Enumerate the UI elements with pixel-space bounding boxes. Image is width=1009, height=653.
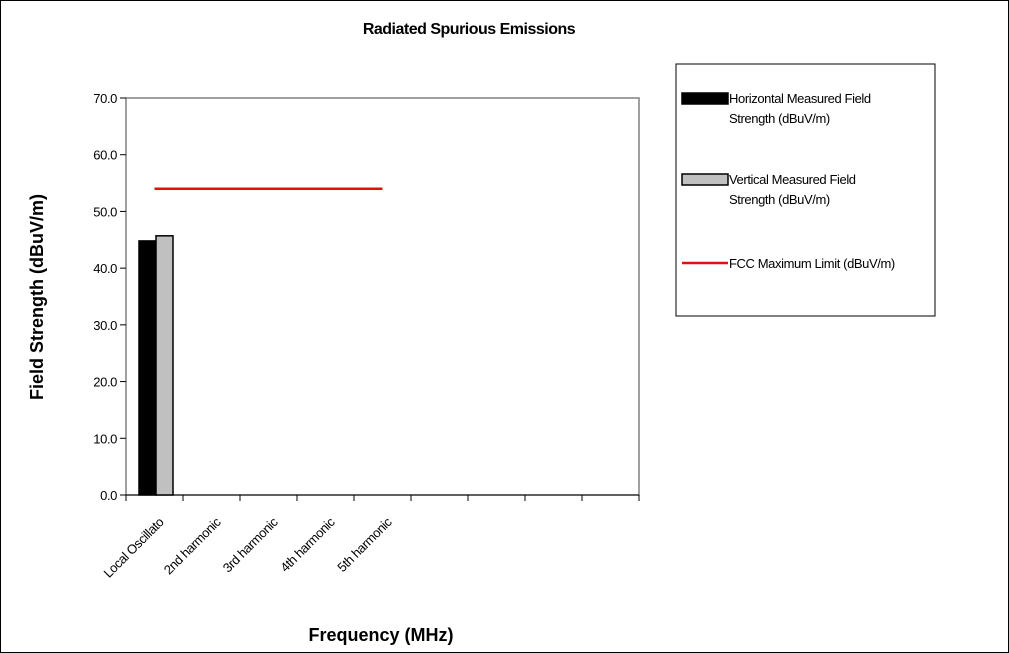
x-tick-label: 3rd harmonic — [220, 514, 281, 575]
legend-swatch — [681, 173, 729, 186]
y-axis: 0.0 10.0 20.0 30.0 40.0 50.0 60.0 70.0 — [93, 91, 126, 503]
x-tick-label: 2nd harmonic — [161, 514, 225, 578]
x-tick-label: Local Oscillato — [100, 514, 166, 580]
legend-label: FCC Maximum Limit (dBuV/m) — [729, 256, 895, 271]
y-tick-label: 0.0 — [100, 488, 117, 503]
y-tick-label: 60.0 — [93, 148, 117, 163]
y-tick-label: 20.0 — [93, 375, 117, 390]
legend-label: Strength (dBuV/m) — [729, 111, 830, 126]
bars — [138, 235, 174, 496]
legend-label: Strength (dBuV/m) — [729, 192, 830, 207]
x-tick-label: 4th harmonic — [277, 514, 338, 575]
legend-label: Horizontal Measured Field — [729, 91, 871, 106]
y-axis-title: Field Strength (dBuV/m) — [27, 194, 47, 400]
x-axis-title: Frequency (MHz) — [308, 625, 453, 645]
y-tick-label: 30.0 — [93, 318, 117, 333]
y-tick-label: 10.0 — [93, 431, 117, 446]
legend: Horizontal Measured Field Strength (dBuV/… — [681, 91, 895, 271]
bar-horizontal — [138, 240, 157, 496]
legend-swatch — [681, 92, 729, 105]
x-tick-label: 5th harmonic — [334, 514, 395, 575]
y-tick-label: 40.0 — [93, 261, 117, 276]
legend-label: Vertical Measured Field — [729, 172, 856, 187]
legend-box — [675, 63, 936, 317]
y-tick-label: 50.0 — [93, 204, 117, 219]
bar-vertical — [155, 235, 174, 496]
chart-title: Radiated Spurious Emissions — [363, 21, 576, 38]
y-tick-label: 70.0 — [93, 91, 117, 106]
plot-area-border — [125, 97, 640, 496]
